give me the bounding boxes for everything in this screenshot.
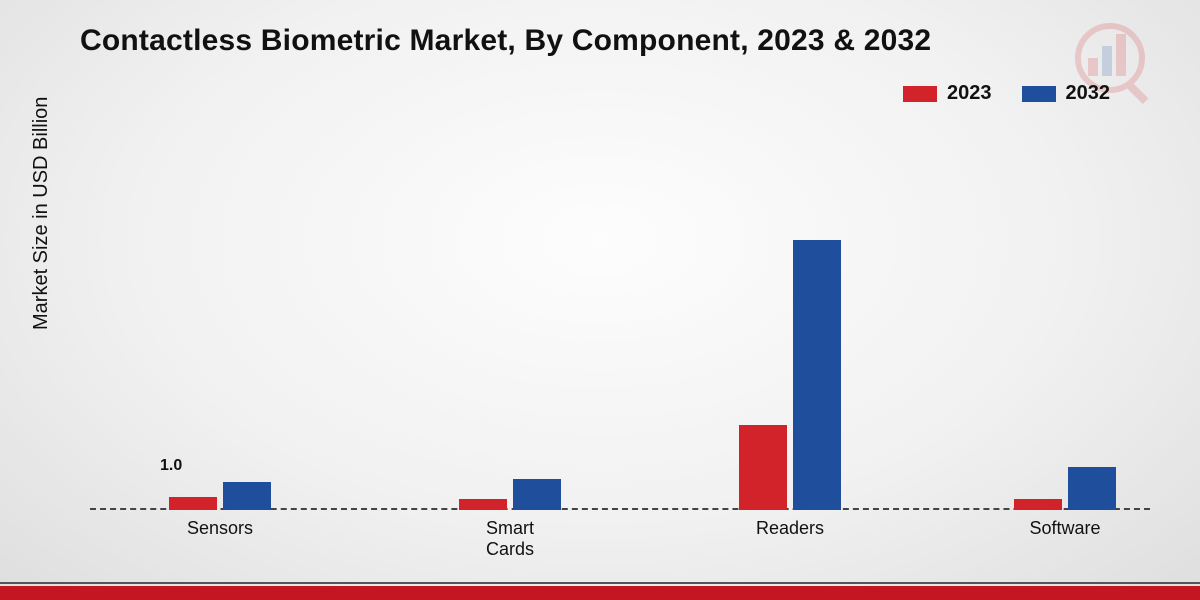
footer-divider	[0, 582, 1200, 584]
bar	[513, 479, 561, 510]
bar	[739, 425, 787, 510]
bar	[169, 497, 217, 510]
chart-title: Contactless Biometric Market, By Compone…	[80, 24, 931, 58]
footer-band	[0, 586, 1200, 600]
bar	[459, 499, 507, 510]
legend-item: 2023	[903, 82, 992, 105]
legend-swatch	[903, 86, 937, 102]
category-label: Readers	[756, 518, 824, 539]
legend-label: 2023	[947, 82, 992, 105]
legend: 2023 2032	[903, 82, 1110, 105]
category-label: Smart Cards	[486, 518, 534, 559]
bar-group: Software	[995, 467, 1135, 510]
bar	[1014, 499, 1062, 510]
legend-swatch	[1022, 86, 1056, 102]
y-axis-label: Market Size in USD Billion	[30, 97, 53, 330]
category-label: Software	[1029, 518, 1100, 539]
bar	[793, 240, 841, 510]
plot-area: Sensors Smart Cards Readers Software 1.0	[90, 140, 1150, 510]
legend-item: 2032	[1022, 82, 1111, 105]
bar-group: Sensors	[150, 482, 290, 510]
bar	[1068, 467, 1116, 510]
bar-group: Readers	[720, 240, 860, 510]
bar-group: Smart Cards	[440, 479, 580, 510]
category-label: Sensors	[187, 518, 253, 539]
legend-label: 2032	[1066, 82, 1111, 105]
bar	[223, 482, 271, 510]
chart-canvas: Contactless Biometric Market, By Compone…	[0, 0, 1200, 600]
value-label: 1.0	[160, 457, 182, 475]
